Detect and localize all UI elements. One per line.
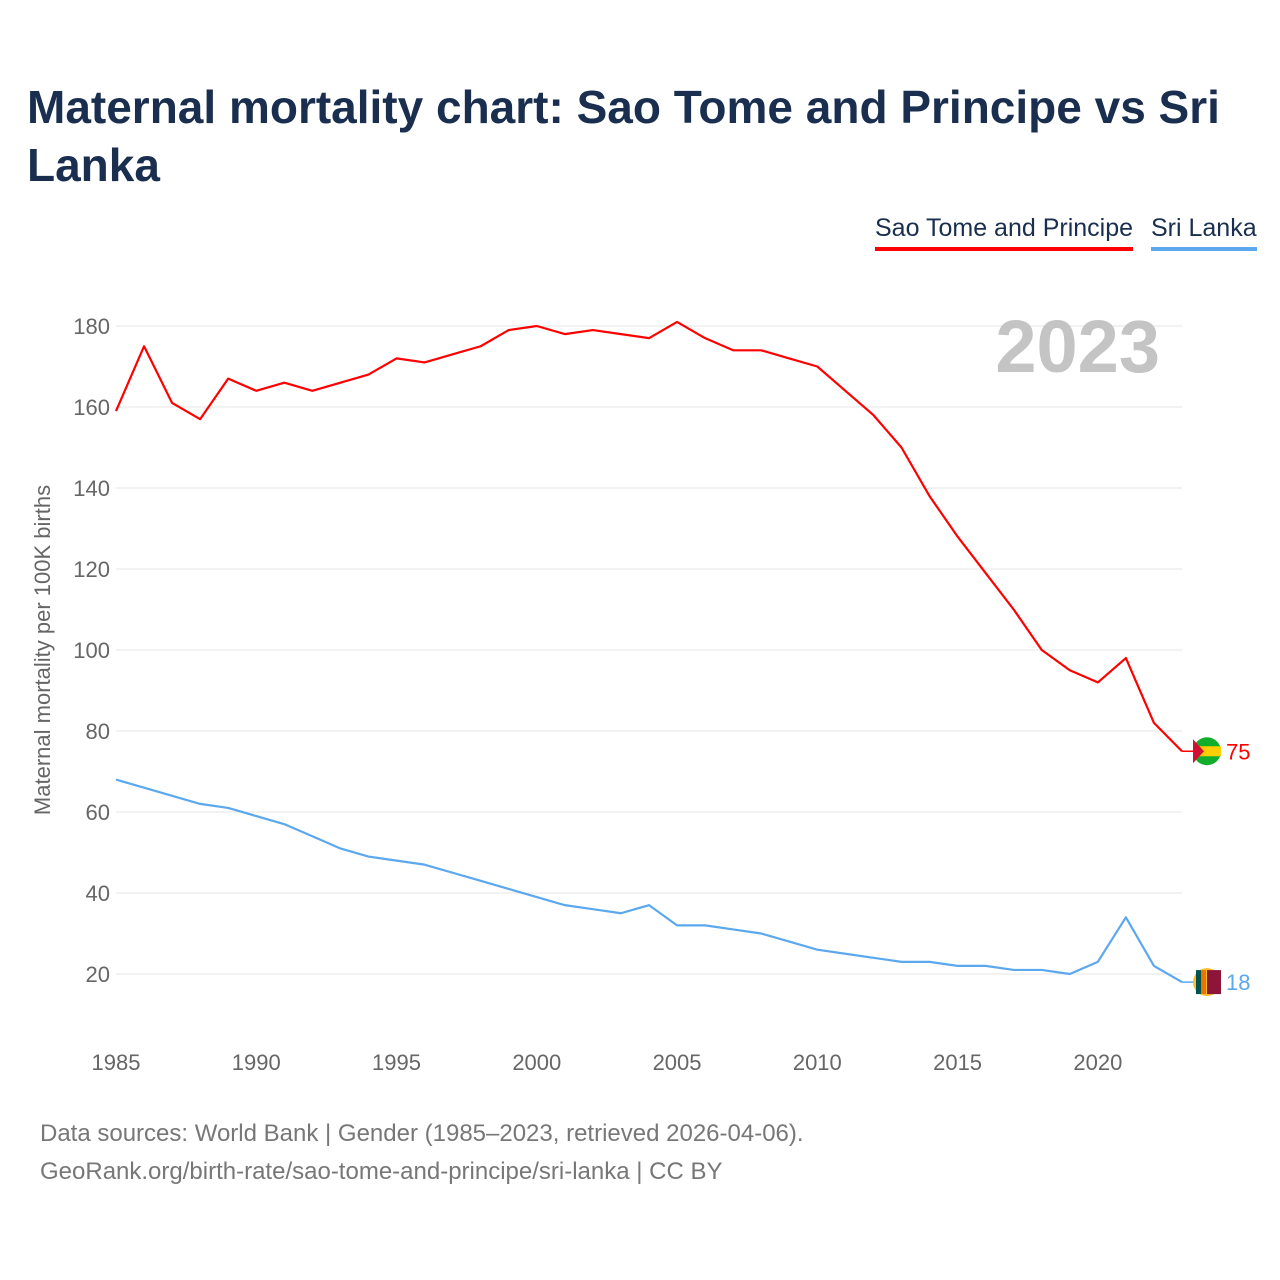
x-tick-label: 2005 bbox=[653, 1050, 702, 1075]
flag-stripe bbox=[1196, 970, 1201, 995]
chart-title: Maternal mortality chart: Sao Tome and P… bbox=[27, 81, 1220, 191]
y-tick-label: 100 bbox=[73, 638, 110, 663]
flag-stripe bbox=[1201, 970, 1206, 995]
footer-sources: Data sources: World Bank | Gender (1985–… bbox=[40, 1120, 804, 1147]
x-tick-label: 2015 bbox=[933, 1050, 982, 1075]
footer-link[interactable]: GeoRank.org/birth-rate/sao-tome-and-prin… bbox=[40, 1158, 723, 1185]
flag-stripe bbox=[1193, 746, 1221, 757]
series-line-sao-tome bbox=[114, 320, 1183, 753]
y-tick-label: 60 bbox=[86, 800, 110, 825]
legend-sao-tome[interactable]: Sao Tome and Principe bbox=[875, 214, 1134, 251]
y-tick-label: 160 bbox=[73, 395, 110, 420]
year-label: 2023 bbox=[995, 305, 1160, 388]
x-tick-label: 1995 bbox=[372, 1050, 421, 1075]
y-axis-label: Maternal mortality per 100K births bbox=[30, 485, 55, 815]
y-tick-label: 120 bbox=[73, 557, 110, 582]
series-line-sri-lanka bbox=[115, 778, 1183, 984]
end-value-label: 18 bbox=[1226, 970, 1250, 995]
y-tick-label: 80 bbox=[86, 719, 110, 744]
legend-sri-lanka[interactable]: Sri Lanka bbox=[1151, 214, 1257, 251]
x-tick-label: 2020 bbox=[1073, 1050, 1122, 1075]
x-tick-label: 2010 bbox=[793, 1050, 842, 1075]
flag-triangle bbox=[1193, 739, 1204, 764]
flag-panel bbox=[1207, 970, 1221, 995]
y-tick-label: 20 bbox=[86, 962, 110, 987]
x-tick-label: 1990 bbox=[232, 1050, 281, 1075]
end-value-label: 75 bbox=[1226, 739, 1250, 764]
y-tick-label: 40 bbox=[86, 881, 110, 906]
x-tick-label: 1985 bbox=[92, 1050, 141, 1075]
y-tick-label: 140 bbox=[73, 476, 110, 501]
x-tick-label: 2000 bbox=[512, 1050, 561, 1075]
y-tick-label: 180 bbox=[73, 314, 110, 339]
